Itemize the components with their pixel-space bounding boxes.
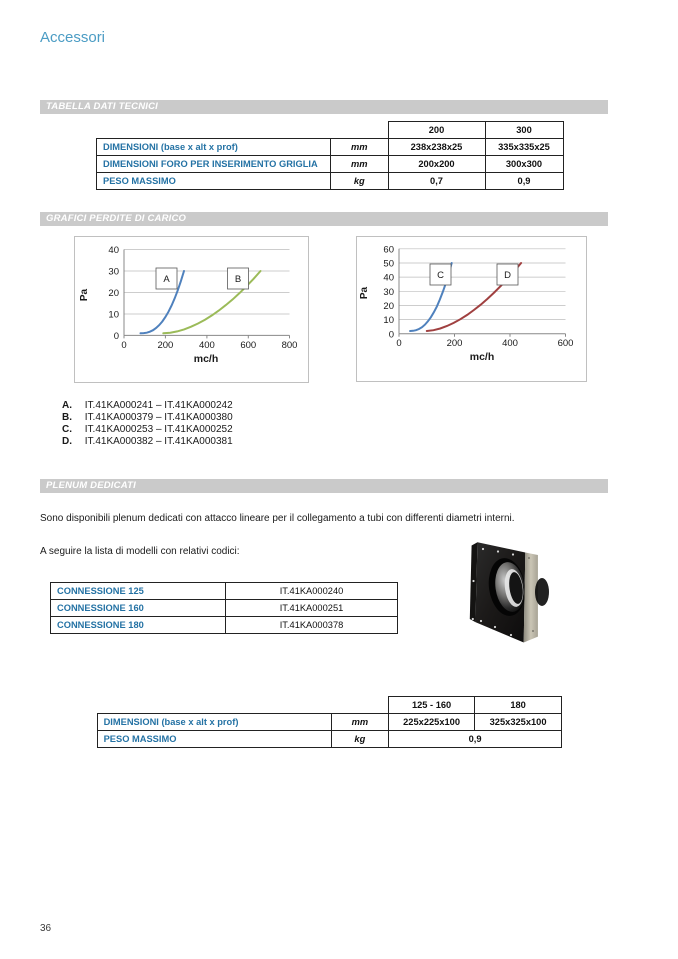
svg-text:0: 0 (121, 340, 126, 351)
svg-text:10: 10 (383, 315, 394, 326)
svg-text:0: 0 (114, 331, 119, 342)
svg-text:200: 200 (157, 340, 173, 351)
svg-text:200: 200 (447, 338, 463, 349)
svg-text:20: 20 (383, 301, 394, 312)
svg-text:40: 40 (383, 273, 394, 284)
svg-text:20: 20 (108, 288, 119, 299)
svg-text:600: 600 (558, 338, 574, 349)
svg-text:30: 30 (108, 267, 119, 278)
svg-text:800: 800 (282, 340, 298, 351)
svg-text:10: 10 (108, 310, 119, 321)
svg-text:Pa: Pa (359, 286, 370, 299)
svg-text:C: C (437, 270, 444, 281)
svg-text:0: 0 (389, 329, 394, 340)
svg-text:B: B (235, 274, 241, 285)
svg-text:50: 50 (383, 259, 394, 270)
svg-text:mc/h: mc/h (470, 351, 495, 363)
svg-text:D: D (504, 270, 511, 281)
svg-text:mc/h: mc/h (194, 353, 219, 365)
svg-text:Pa: Pa (79, 288, 90, 301)
svg-text:A: A (163, 274, 170, 285)
svg-text:60: 60 (383, 244, 394, 255)
svg-text:400: 400 (199, 340, 215, 351)
svg-text:30: 30 (383, 287, 394, 298)
svg-text:0: 0 (396, 338, 401, 349)
svg-text:400: 400 (502, 338, 518, 349)
svg-text:600: 600 (240, 340, 256, 351)
svg-text:40: 40 (108, 245, 119, 256)
